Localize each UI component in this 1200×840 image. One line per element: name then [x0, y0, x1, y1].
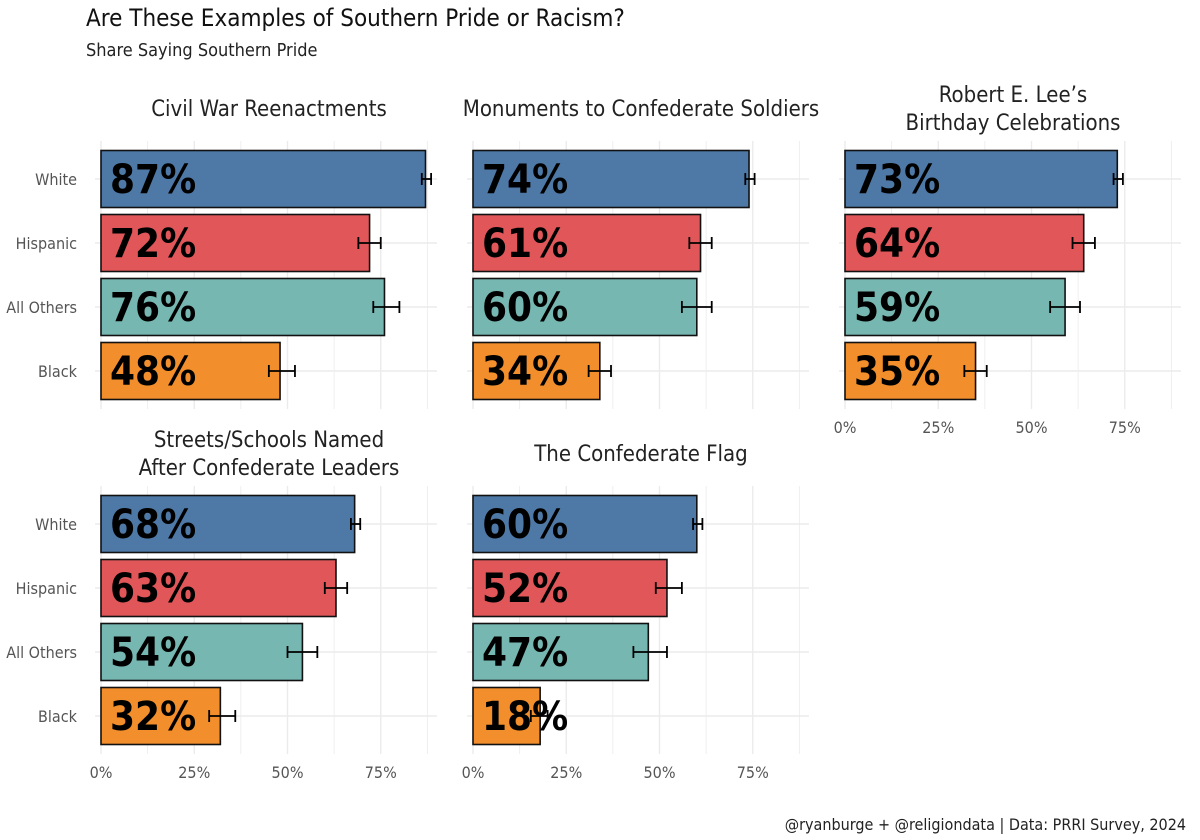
- bar-value-label: 18%: [482, 694, 568, 740]
- category-label: Black: [38, 707, 78, 726]
- x-tick-label: 75%: [737, 763, 769, 782]
- category-label: All Others: [6, 298, 77, 317]
- facet-title: Birthday Celebrations: [906, 111, 1121, 136]
- bar-black: [472, 686, 541, 746]
- bar-value-label: 74%: [482, 157, 568, 203]
- bar-value-label: 63%: [110, 566, 196, 612]
- bar-value-label: 32%: [110, 694, 196, 740]
- facet-title: After Confederate Leaders: [139, 456, 400, 481]
- bar-hispanic: [472, 558, 668, 618]
- facet-title: Civil War Reenactments: [151, 97, 387, 122]
- x-tick-label: 25%: [550, 763, 582, 782]
- chart-title: Are These Examples of Southern Pride or …: [86, 4, 625, 32]
- x-tick-label: 25%: [178, 763, 210, 782]
- facet-panel-3: Robert E. Lee’s Birthday Celebrations 73% 6…: [834, 83, 1181, 437]
- error-bar: [1112, 173, 1124, 185]
- bar-value-label: 73%: [854, 157, 940, 203]
- bar-hispanic: [100, 213, 371, 273]
- bar-black: [844, 341, 977, 401]
- facet-panel-4: Streets/Schools Named After Confederate L…: [6, 428, 437, 782]
- category-label: All Others: [6, 643, 77, 662]
- facet-title: The Confederate Flag: [533, 442, 748, 467]
- error-bar: [323, 582, 349, 594]
- error-bar: [744, 173, 756, 185]
- bar-value-label: 61%: [482, 221, 568, 267]
- error-bar: [267, 365, 296, 377]
- bar-value-label: 35%: [854, 349, 940, 395]
- bar-value-label: 72%: [110, 221, 196, 267]
- chart-caption: @ryanburge + @religiondata | Data: PRRI …: [784, 815, 1186, 834]
- bar-value-label: 64%: [854, 221, 940, 267]
- bar-hispanic: [844, 213, 1085, 273]
- x-tick-label: 50%: [1016, 418, 1048, 437]
- bar-value-label: 52%: [482, 566, 568, 612]
- bar-all-others: [100, 622, 304, 682]
- category-label: White: [35, 170, 77, 189]
- facet-panel-1: Civil War Reenactments 87% White 72% Hispani…: [6, 97, 437, 409]
- bar-value-label: 54%: [110, 630, 196, 676]
- error-bar: [529, 710, 549, 722]
- error-bar: [692, 518, 704, 530]
- bar-hispanic: [100, 558, 337, 618]
- chart-subtitle: Share Saying Southern Pride: [86, 40, 318, 61]
- category-label: Black: [38, 362, 78, 381]
- x-tick-label: 0%: [462, 763, 485, 782]
- error-bar: [1049, 301, 1081, 313]
- bar-all-others: [472, 277, 698, 337]
- bar-white: [100, 494, 356, 554]
- bar-value-label: 87%: [110, 157, 196, 203]
- x-tick-label: 25%: [922, 418, 954, 437]
- error-bar: [420, 173, 433, 185]
- error-bar: [286, 646, 319, 658]
- bar-value-label: 60%: [482, 285, 568, 331]
- bar-all-others: [844, 277, 1066, 337]
- category-label: Hispanic: [16, 579, 77, 598]
- facet-panel-5: The Confederate Flag 60% 52% 47% 18% 0% 25% 50%…: [462, 442, 809, 782]
- x-tick-label: 50%: [272, 763, 304, 782]
- facet-panel-2: Monuments to Confederate Soldiers 74% 61% 6…: [463, 97, 820, 409]
- error-bar: [350, 518, 362, 530]
- bar-value-label: 76%: [110, 285, 196, 331]
- bar-value-label: 34%: [482, 349, 568, 395]
- facet-title: Robert E. Lee’s: [939, 83, 1087, 108]
- error-bar: [688, 237, 713, 249]
- bar-black: [100, 686, 222, 746]
- bar-value-label: 60%: [482, 502, 568, 548]
- error-bar: [654, 582, 683, 594]
- bar-value-label: 59%: [854, 285, 940, 331]
- error-bar: [587, 365, 612, 377]
- error-bar: [963, 365, 988, 377]
- bar-black: [100, 341, 281, 401]
- bar-value-label: 68%: [110, 502, 196, 548]
- x-tick-label: 0%: [90, 763, 113, 782]
- bar-white: [472, 494, 698, 554]
- x-tick-label: 0%: [834, 418, 857, 437]
- facet-title: Monuments to Confederate Soldiers: [463, 97, 820, 122]
- error-bar: [680, 301, 713, 313]
- bar-all-others: [472, 622, 650, 682]
- bar-value-label: 47%: [482, 630, 568, 676]
- bar-value-label: 48%: [110, 349, 196, 395]
- bar-white: [472, 149, 750, 209]
- x-tick-label: 50%: [644, 763, 676, 782]
- x-tick-label: 75%: [1109, 418, 1141, 437]
- facet-title: Streets/Schools Named: [154, 428, 384, 453]
- category-label: White: [35, 515, 77, 534]
- error-bar: [1071, 237, 1096, 249]
- error-bar: [357, 237, 382, 249]
- error-bar: [208, 710, 237, 722]
- category-label: Hispanic: [16, 234, 77, 253]
- error-bar: [372, 301, 401, 313]
- x-tick-label: 75%: [365, 763, 397, 782]
- error-bar: [632, 646, 668, 658]
